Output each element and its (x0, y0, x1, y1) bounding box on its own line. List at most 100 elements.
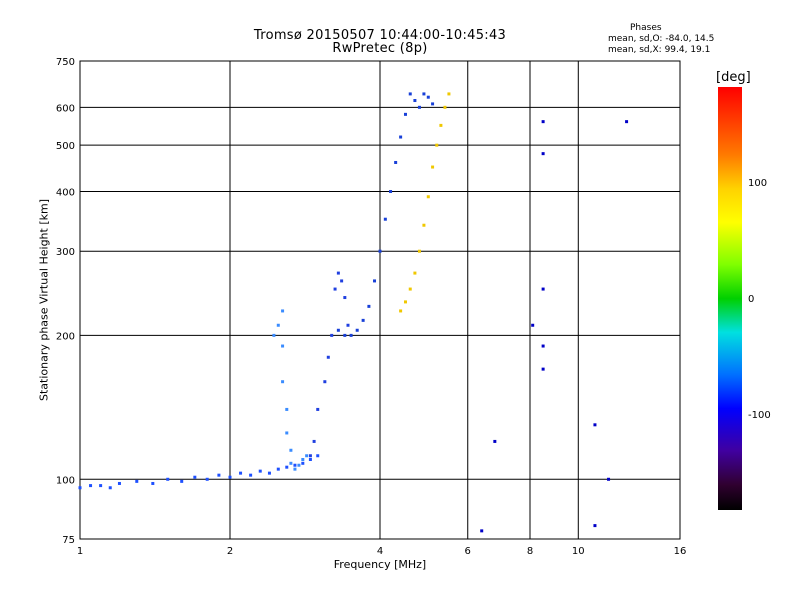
data-point (541, 120, 545, 124)
colorbar-tick-0: 0 (748, 294, 755, 305)
y-tick-label: 100 (56, 475, 75, 486)
data-point (330, 333, 334, 337)
data-point (389, 189, 393, 193)
data-point (308, 454, 312, 458)
data-point (408, 287, 412, 291)
data-point (399, 309, 403, 313)
x-tick-label: 16 (674, 546, 687, 557)
data-point (349, 333, 353, 337)
data-point (117, 481, 121, 485)
data-point (413, 99, 417, 103)
data-point (431, 102, 435, 106)
phase-colorbar (718, 87, 742, 510)
x-axis-label: Frequency [MHz] (333, 558, 427, 571)
data-point (166, 477, 170, 481)
data-point (78, 486, 82, 490)
data-point (431, 165, 435, 169)
y-axis-label: Stationary phase Virtual Height [km] (37, 198, 51, 402)
colorbar-tick-100: 100 (748, 178, 768, 189)
data-point (180, 479, 184, 483)
data-point (293, 467, 297, 471)
data-point (258, 469, 262, 473)
data-point (443, 105, 447, 109)
data-point (323, 380, 327, 384)
data-point (151, 481, 155, 485)
data-point (228, 475, 232, 479)
data-point (435, 143, 439, 147)
data-point (417, 105, 421, 109)
data-point (541, 367, 545, 371)
data-point (383, 217, 387, 221)
data-point (439, 123, 443, 127)
data-point (447, 92, 451, 96)
chart-title-line2: RwPretec (8p) (332, 41, 428, 56)
data-point (541, 287, 545, 291)
data-point (205, 477, 209, 481)
data-point (399, 135, 403, 139)
data-point (281, 380, 285, 384)
data-points (78, 92, 629, 533)
y-tick-label: 500 (56, 141, 75, 152)
y-tick-label: 600 (56, 103, 75, 114)
colorbar-tick-minus-100: -100 (748, 410, 771, 421)
data-point (135, 479, 139, 483)
data-point (625, 120, 629, 124)
phase-stats-o-mode: mean, sd,O: -84.0, 14.5 (608, 34, 715, 44)
data-point (355, 328, 359, 332)
data-point (276, 323, 280, 327)
data-point (541, 152, 545, 156)
data-point (281, 309, 285, 313)
data-point (301, 461, 305, 465)
data-point (276, 467, 280, 471)
y-tick-labels: 75 100 200 300 400 500 600 750 (56, 57, 75, 546)
data-point (607, 477, 611, 481)
data-point (480, 529, 484, 533)
data-point (316, 454, 320, 458)
data-point (326, 355, 330, 359)
data-point (285, 407, 289, 411)
x-tick-label: 2 (227, 546, 233, 557)
data-point (403, 300, 407, 304)
colorbar-unit-label: [deg] (716, 70, 751, 85)
data-point (89, 484, 93, 488)
data-point (99, 484, 103, 488)
data-point (403, 112, 407, 116)
data-point (193, 475, 197, 479)
data-point (312, 439, 316, 443)
data-point (394, 160, 398, 164)
chart-title-line1: Tromsø 20150507 10:44:00-10:45:43 (253, 28, 507, 43)
x-tick-label: 8 (527, 546, 533, 557)
data-point (239, 471, 243, 475)
data-point (293, 463, 297, 467)
data-point (417, 249, 421, 253)
x-tick-label: 1 (77, 546, 83, 557)
data-point (426, 95, 430, 99)
data-point (340, 279, 344, 283)
x-tick-label: 10 (572, 546, 585, 557)
data-point (333, 287, 337, 291)
data-point (422, 92, 426, 96)
phase-stats-heading: Phases (630, 23, 662, 33)
data-point (267, 471, 271, 475)
data-point (297, 463, 301, 467)
y-tick-label: 400 (56, 187, 75, 198)
data-point (305, 454, 309, 458)
data-point (493, 439, 497, 443)
data-point (289, 448, 293, 452)
data-point (373, 279, 377, 283)
grid-lines (79, 60, 681, 540)
phase-stats-x-mode: mean, sd,X: 99.4, 19.1 (608, 45, 711, 55)
data-point (408, 92, 412, 96)
data-point (413, 271, 417, 275)
y-tick-label: 750 (56, 57, 75, 68)
x-tick-label: 4 (377, 546, 383, 557)
data-point (249, 473, 253, 477)
data-point (422, 223, 426, 227)
data-point (361, 318, 365, 322)
y-tick-label: 75 (62, 535, 75, 546)
data-point (541, 344, 545, 348)
data-point (316, 407, 320, 411)
data-point (346, 323, 350, 327)
data-point (285, 465, 289, 469)
